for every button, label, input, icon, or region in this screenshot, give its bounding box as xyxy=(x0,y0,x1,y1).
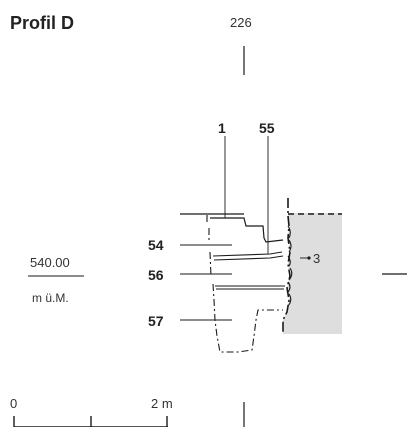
reference-label-top: 226 xyxy=(230,15,252,30)
wall-left-edge xyxy=(282,198,291,334)
scale-label-end: 2 m xyxy=(151,396,173,411)
wall-block-3 xyxy=(283,213,342,334)
layer-label-56: 56 xyxy=(148,267,164,283)
layer-label-1: 1 xyxy=(218,120,226,136)
layer-label-54: 54 xyxy=(148,237,164,253)
wall-label-3: 3 xyxy=(313,251,321,266)
layer-label-57: 57 xyxy=(148,313,164,329)
elevation-value: 540.00 xyxy=(30,255,70,270)
pit-outline xyxy=(206,215,283,353)
layer-56-boundary xyxy=(215,285,285,290)
layer-55-boundary xyxy=(212,251,284,261)
wall-3-point xyxy=(307,256,311,260)
scale-label-start: 0 xyxy=(10,396,18,411)
elevation-unit: m ü.M. xyxy=(32,291,69,305)
layer-1-boundary xyxy=(210,217,284,243)
profile-title: Profil D xyxy=(10,13,75,33)
wall-joints xyxy=(287,225,293,307)
layer-label-55: 55 xyxy=(259,120,275,136)
